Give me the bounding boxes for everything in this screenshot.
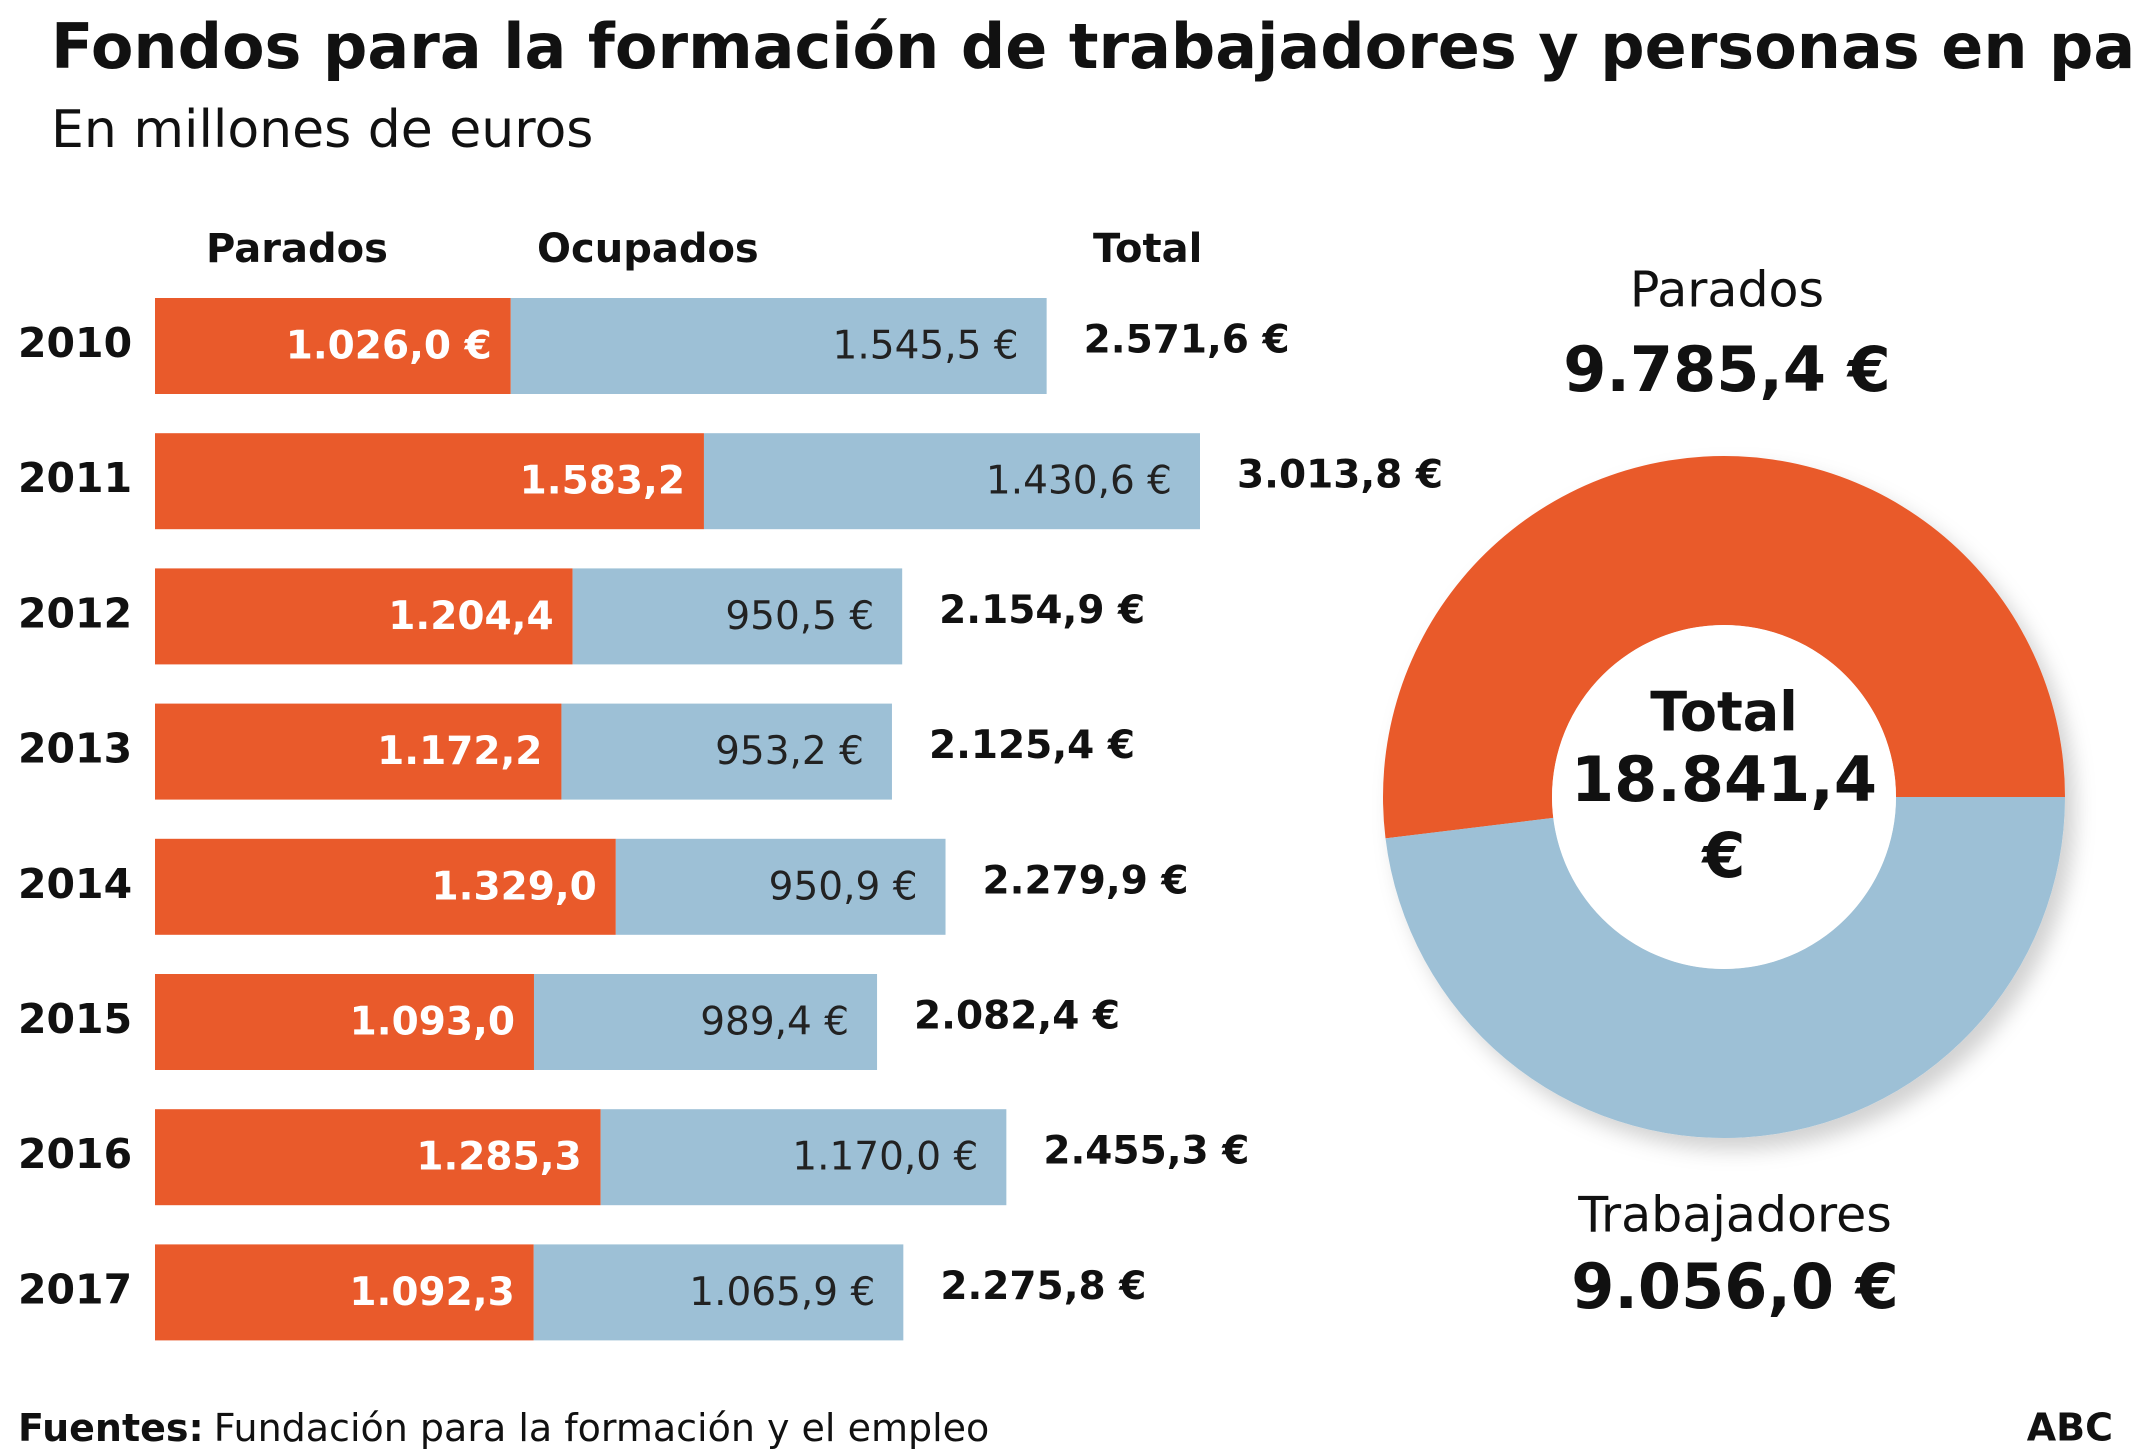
bar-value-label: 950,5 € — [725, 594, 874, 639]
category-label: 2015 — [18, 995, 132, 1043]
slice-value: 9.785,4 € — [1563, 333, 1891, 406]
bar-value-label: 1.329,0 — [432, 864, 597, 909]
bar-segment — [155, 1109, 601, 1206]
bar-value-label: 1.093,0 — [350, 1000, 515, 1045]
brand: ABC — [2027, 1406, 2113, 1450]
bar-segment — [615, 838, 946, 935]
bar-value-label: 1.204,4 — [388, 594, 553, 639]
total-label: 2.571,6 € — [1084, 318, 1290, 363]
total-label: 2.082,4 € — [914, 994, 1120, 1039]
bar-value-label: 1.285,3 — [416, 1135, 581, 1180]
donut-center-value: 18.841,4 € — [1571, 743, 1877, 892]
bar-segment — [510, 298, 1047, 394]
bar-segment — [703, 433, 1200, 530]
donut-slice — [1385, 797, 2065, 1138]
bar-value-label: 1.430,6 € — [986, 459, 1172, 504]
series-header: Ocupados — [537, 226, 759, 272]
category-label: 2016 — [18, 1130, 132, 1178]
bar-value-label: 989,4 € — [700, 1000, 849, 1045]
series-header: Parados — [206, 226, 388, 272]
bar-value-label: 1.170,0 € — [792, 1135, 978, 1180]
bar-segment — [155, 433, 704, 530]
bar-value-label: 1.583,2 — [520, 459, 685, 504]
total-label: 3.013,8 € — [1237, 453, 1443, 498]
bar-segment — [155, 703, 562, 800]
category-label: 2011 — [18, 454, 132, 502]
bar-value-label: 1.172,2 — [377, 729, 542, 774]
total-header: Total — [1093, 226, 1202, 272]
chart-title: Fondos para la formación de trabajadores… — [51, 10, 2140, 83]
source-text: Fundación para la formación y el empleo — [214, 1406, 990, 1450]
bar-segment — [572, 568, 903, 665]
source-label: Fuentes: — [18, 1406, 204, 1450]
bar-segment — [155, 568, 573, 665]
donut-slice — [1383, 455, 2066, 839]
bar-value-label: 1.065,9 € — [689, 1270, 875, 1315]
source: Fuentes: Fundación para la formación y el… — [18, 1406, 989, 1450]
category-label: 2012 — [18, 589, 132, 637]
bar-value-label: 1.545,5 € — [833, 324, 1019, 369]
bar-segment — [155, 838, 616, 935]
category-label: 2017 — [18, 1265, 132, 1313]
slice-name: Trabajadores — [1577, 1187, 1892, 1244]
total-label: 2.154,9 € — [939, 588, 1145, 633]
bar-segment — [533, 1244, 904, 1341]
total-label: 2.279,9 € — [983, 858, 1189, 903]
bar-segment — [155, 974, 534, 1070]
bar-value-label: 1.026,0 € — [286, 324, 492, 369]
total-label: 2.455,3 € — [1043, 1129, 1249, 1174]
bar-segment — [561, 703, 892, 800]
bar-segment — [533, 974, 878, 1070]
donut — [1383, 455, 2066, 1138]
bar-segment — [155, 1244, 534, 1341]
bar-value-label: 953,2 € — [715, 729, 864, 774]
total-label: 2.275,8 € — [940, 1264, 1146, 1309]
slice-name: Parados — [1630, 262, 1824, 319]
slice-value: 9.056,0 € — [1571, 1250, 1899, 1323]
donut-center-label: Total — [1650, 681, 1798, 744]
bar-segment — [155, 298, 511, 394]
bar-segment — [600, 1109, 1007, 1206]
donut-hole — [1552, 625, 1896, 969]
bar-value-label: 950,9 € — [769, 864, 918, 909]
category-label: 2010 — [18, 319, 132, 367]
bar-value-label: 1.092,3 — [349, 1270, 514, 1315]
category-label: 2013 — [18, 725, 132, 773]
category-label: 2014 — [18, 860, 132, 908]
total-label: 2.125,4 € — [929, 723, 1135, 768]
chart-subtitle: En millones de euros — [51, 100, 593, 160]
